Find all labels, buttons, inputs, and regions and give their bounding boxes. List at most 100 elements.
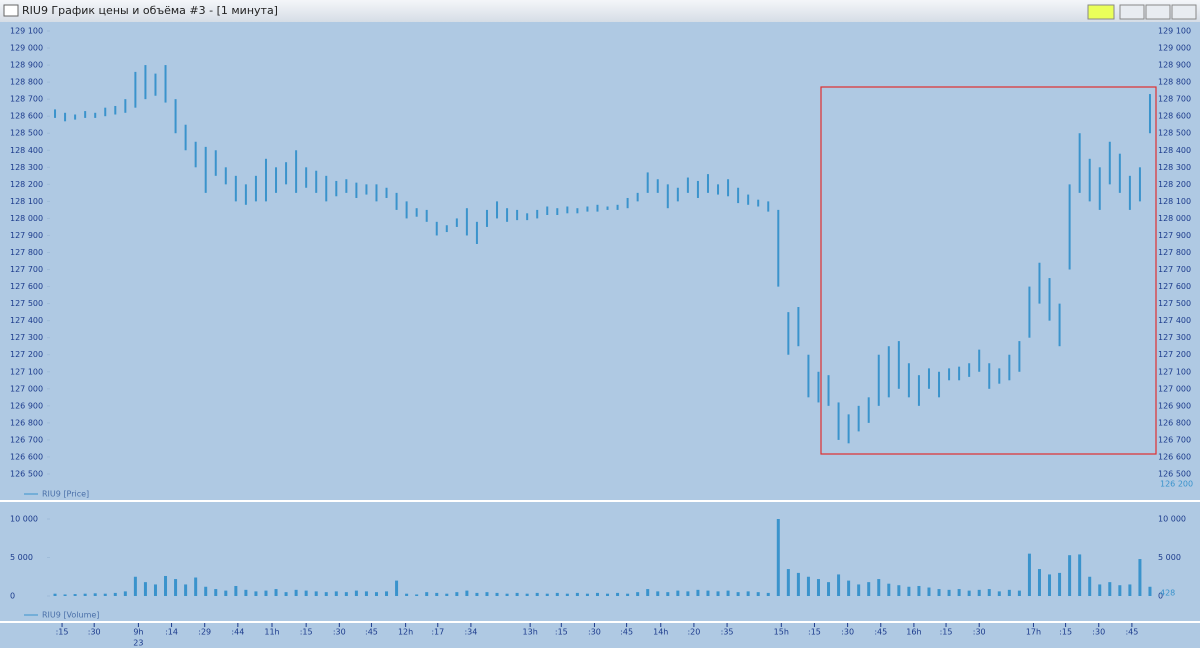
volume-bar [364, 591, 368, 596]
y-tick-label: 128 800 [10, 78, 43, 87]
x-tick-label: :15 [555, 628, 568, 637]
volume-bar [324, 592, 328, 596]
volume-bar [475, 592, 479, 596]
y-tick-label: 127 900 [10, 231, 43, 240]
volume-bar [887, 583, 891, 596]
y-tick-label-right: 126 600 [1158, 452, 1191, 461]
y-tick-label-right: 128 200 [1158, 180, 1191, 189]
volume-bar [957, 589, 961, 596]
y-tick-label-right: 128 400 [1158, 146, 1191, 155]
minimize-button[interactable] [1119, 4, 1145, 20]
volume-bar [595, 592, 599, 596]
y-tick-label-right: 128 600 [1158, 112, 1191, 121]
y-tick-label-right: 127 600 [1158, 282, 1191, 291]
y-tick-label: 126 700 [10, 435, 43, 444]
volume-bar [827, 582, 831, 596]
volume-bar [967, 590, 971, 596]
y-tick-label: 127 500 [10, 299, 43, 308]
volume-bar [897, 585, 901, 596]
y-tick-label: 128 200 [10, 180, 43, 189]
volume-bar [947, 589, 951, 596]
y-tick-label-right: 127 800 [1158, 248, 1191, 257]
volume-bar [676, 590, 680, 596]
volume-bar [555, 592, 559, 596]
volume-bar [465, 590, 469, 596]
y-tick-label-right: 126 900 [1158, 401, 1191, 410]
y-tick-label: 126 900 [10, 401, 43, 410]
volume-bar [766, 592, 770, 596]
y-tick-label: 126 500 [10, 470, 43, 479]
volume-bar [1037, 569, 1041, 596]
x-tick-label: :29 [198, 628, 211, 637]
y-tick-label: 128 500 [10, 129, 43, 138]
y-tick-label: 127 400 [10, 316, 43, 325]
y-tick-label-right: 129 000 [1158, 44, 1191, 53]
volume-bar [204, 586, 208, 596]
y-tick-label: 128 000 [10, 214, 43, 223]
volume-bar [1108, 582, 1112, 596]
volume-bar [847, 580, 851, 596]
volume-bar [83, 593, 87, 596]
volume-bar [224, 590, 228, 596]
volume-bar [646, 589, 650, 596]
y-tick-label: 5 000 [10, 553, 33, 562]
volume-bar [1058, 572, 1062, 596]
x-tick-label: 12h [398, 628, 413, 637]
y-tick-label: 127 200 [10, 350, 43, 359]
volume-bar [796, 572, 800, 596]
y-tick-label: 128 400 [10, 146, 43, 155]
volume-bar [395, 580, 399, 596]
volume-bar [535, 592, 539, 596]
volume-bar [977, 589, 981, 596]
x-tick-label: :45 [1125, 628, 1138, 637]
date-label: 23 [133, 639, 143, 648]
volume-bar [987, 589, 991, 596]
x-tick-label: :45 [365, 628, 378, 637]
y-tick-label-right: 127 300 [1158, 333, 1191, 342]
volume-bar [696, 589, 700, 596]
volume-bar [1118, 585, 1122, 596]
x-tick-label: :30 [841, 628, 854, 637]
volume-bar [425, 592, 429, 596]
y-tick-label-right: 128 300 [1158, 163, 1191, 172]
link-button[interactable] [1087, 4, 1115, 20]
x-tick-label: 14h [653, 628, 668, 637]
volume-bar [1068, 555, 1072, 596]
volume-bar [344, 592, 348, 596]
volume-bar [877, 579, 881, 596]
volume-bar [907, 586, 911, 596]
y-tick-label: 127 000 [10, 384, 43, 393]
y-tick-label-right: 128 100 [1158, 197, 1191, 206]
y-tick-label-right: 127 400 [1158, 316, 1191, 325]
volume-bar [495, 592, 499, 596]
y-tick-label-right: 127 500 [1158, 299, 1191, 308]
volume-bar [374, 592, 378, 596]
volume-bar [93, 593, 97, 596]
volume-bar [354, 590, 358, 596]
x-tick-label: :34 [464, 628, 477, 637]
volume-bar [1007, 589, 1011, 596]
y-tick-label-right: 10 000 [1158, 515, 1186, 524]
volume-bar [515, 592, 519, 596]
x-tick-label: :14 [165, 628, 178, 637]
close-button[interactable] [1171, 4, 1197, 20]
y-tick-label: 127 700 [10, 265, 43, 274]
maximize-button[interactable] [1145, 4, 1171, 20]
volume-bar [937, 589, 941, 596]
y-tick-label-right: 129 100 [1158, 27, 1191, 36]
volume-bar [837, 574, 841, 596]
y-tick-label-right: 128 900 [1158, 61, 1191, 70]
volume-bar [525, 593, 529, 596]
volume-bar [63, 594, 67, 596]
y-tick-label-right: 128 800 [1158, 78, 1191, 87]
x-tick-label: :30 [973, 628, 986, 637]
volume-bar [214, 589, 218, 596]
y-tick-label: 126 800 [10, 418, 43, 427]
volume-bar [304, 590, 308, 596]
volume-bar [244, 589, 248, 596]
volume-bar [1017, 590, 1021, 596]
window-title: RIU9 График цены и объёма #3 - [1 минута… [22, 4, 278, 17]
volume-bar [485, 592, 489, 596]
volume-bar [575, 592, 579, 596]
